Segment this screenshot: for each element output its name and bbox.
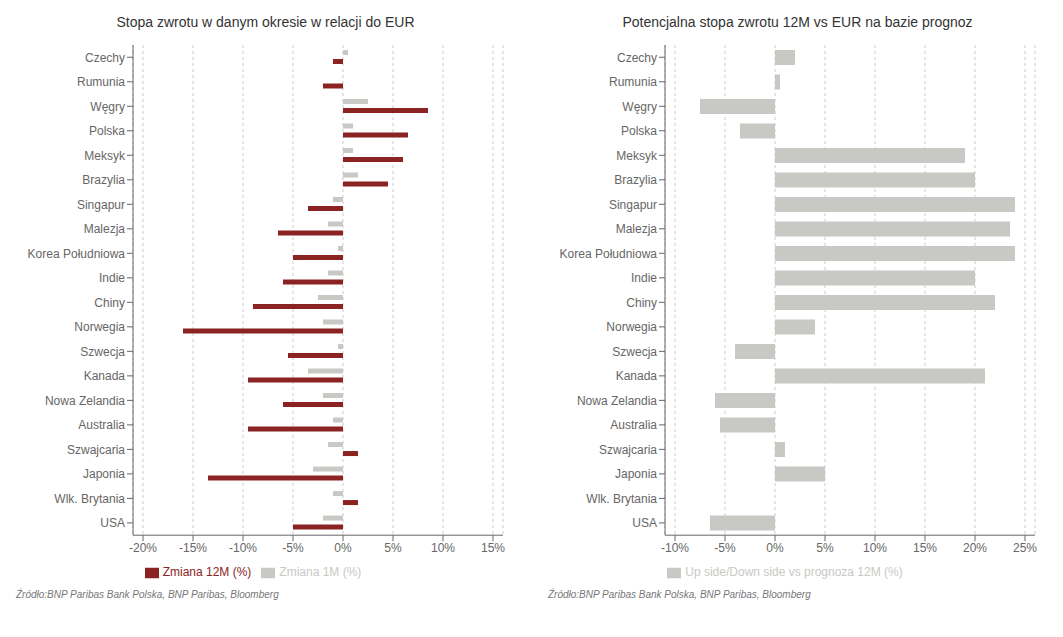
svg-text:Nowa Zelandia: Nowa Zelandia xyxy=(577,394,657,408)
svg-text:15%: 15% xyxy=(481,541,505,555)
svg-text:0%: 0% xyxy=(766,541,784,555)
svg-text:Meksyk: Meksyk xyxy=(84,149,126,163)
svg-text:10%: 10% xyxy=(431,541,455,555)
svg-text:10%: 10% xyxy=(863,541,887,555)
svg-text:Wlk. Brytania: Wlk. Brytania xyxy=(586,492,657,506)
svg-text:Singapur: Singapur xyxy=(609,198,657,212)
svg-text:Meksyk: Meksyk xyxy=(616,149,658,163)
svg-text:Rumunia: Rumunia xyxy=(609,75,657,89)
svg-text:25%: 25% xyxy=(1013,541,1037,555)
svg-text:0%: 0% xyxy=(334,541,352,555)
svg-text:Czechy: Czechy xyxy=(617,51,657,65)
svg-text:-15%: -15% xyxy=(179,541,207,555)
html-text:Zmiana 12M (%): Zmiana 12M (%) xyxy=(162,565,252,580)
svg-text:Kanada: Kanada xyxy=(616,369,658,383)
html-text:Źródło:BNP Paribas Bank Polska: Źródło:BNP Paribas Bank Polska, BNP Pari… xyxy=(16,589,279,600)
svg-text:Czechy: Czechy xyxy=(85,51,125,65)
svg-text:Indie: Indie xyxy=(631,271,657,285)
svg-text:Brazylia: Brazylia xyxy=(82,173,125,187)
svg-text:Japonia: Japonia xyxy=(83,467,125,481)
html-text:Up side/Down side vs prognoza: Up side/Down side vs prognoza 12M (%) xyxy=(685,565,903,580)
svg-text:5%: 5% xyxy=(384,541,402,555)
svg-text:Brazylia: Brazylia xyxy=(614,173,657,187)
svg-text:Rumunia: Rumunia xyxy=(77,75,125,89)
svg-text:Korea Południowa: Korea Południowa xyxy=(560,247,658,261)
html-text:Zmiana 1M (%): Zmiana 1M (%) xyxy=(279,565,362,580)
svg-text:Polska: Polska xyxy=(89,124,125,138)
svg-text:Singapur: Singapur xyxy=(77,198,125,212)
svg-text:Wlk. Brytania: Wlk. Brytania xyxy=(54,492,125,506)
svg-text:-5%: -5% xyxy=(714,541,736,555)
svg-text:Węgry: Węgry xyxy=(622,100,657,114)
svg-text:20%: 20% xyxy=(963,541,987,555)
svg-text:Szwecja: Szwecja xyxy=(80,345,125,359)
svg-text:Węgry: Węgry xyxy=(90,100,125,114)
svg-text:Chiny: Chiny xyxy=(626,296,657,310)
svg-text:Australia: Australia xyxy=(610,418,657,432)
svg-text:Szwecja: Szwecja xyxy=(612,345,657,359)
svg-text:Korea Południowa: Korea Południowa xyxy=(28,247,126,261)
html-text:Źródło:BNP Paribas Bank Polska: Źródło:BNP Paribas Bank Polska, BNP Pari… xyxy=(548,589,811,600)
svg-text:Australia: Australia xyxy=(78,418,125,432)
svg-text:-10%: -10% xyxy=(229,541,257,555)
svg-text:5%: 5% xyxy=(816,541,834,555)
svg-text:Polska: Polska xyxy=(621,124,657,138)
svg-text:Norwegia: Norwegia xyxy=(606,320,657,334)
svg-text:Kanada: Kanada xyxy=(84,369,126,383)
html-text:Stopa zwrotu w danym okresie w: Stopa zwrotu w danym okresie w relacji d… xyxy=(116,14,415,30)
svg-text:-5%: -5% xyxy=(282,541,304,555)
svg-text:15%: 15% xyxy=(913,541,937,555)
svg-text:Szwajcaria: Szwajcaria xyxy=(67,443,125,457)
svg-text:USA: USA xyxy=(632,516,657,530)
svg-text:Indie: Indie xyxy=(99,271,125,285)
svg-text:Malezja: Malezja xyxy=(84,222,126,236)
svg-text:Chiny: Chiny xyxy=(94,296,125,310)
svg-text:Szwajcaria: Szwajcaria xyxy=(599,443,657,457)
svg-text:Japonia: Japonia xyxy=(615,467,657,481)
svg-text:Norwegia: Norwegia xyxy=(74,320,125,334)
svg-text:Malezja: Malezja xyxy=(616,222,658,236)
html-text:Potencjalna stopa zwrotu 12M v: Potencjalna stopa zwrotu 12M vs EUR na b… xyxy=(622,14,973,30)
svg-text:USA: USA xyxy=(100,516,125,530)
svg-text:-10%: -10% xyxy=(661,541,689,555)
svg-text:-20%: -20% xyxy=(129,541,157,555)
svg-text:Nowa Zelandia: Nowa Zelandia xyxy=(45,394,125,408)
